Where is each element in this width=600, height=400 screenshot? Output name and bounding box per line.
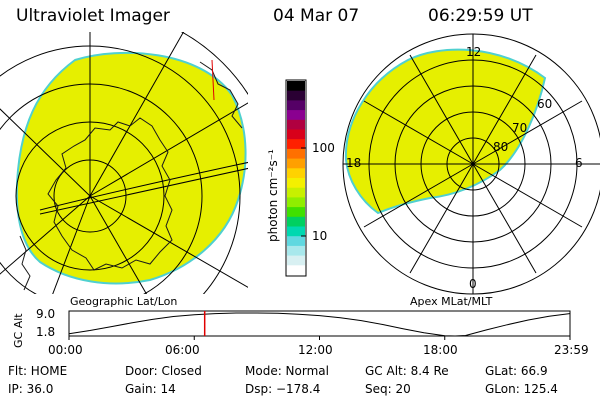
colorbar-band [287,216,305,228]
status-door: Door: Closed [125,364,202,378]
status-dsp: Dsp: −178.4 [245,382,321,396]
aurora-image-left [15,51,247,285]
colorbar-band [287,245,305,257]
colorbar-label-100: 100 [312,141,335,155]
altitude-xtick-3: 18:00 [423,343,458,357]
polar-outer-ring [342,33,600,295]
colorbar-unit-label: photon cm⁻²s⁻¹ [266,149,280,242]
right-panel-caption: Apex MLat/MLT [410,295,493,308]
altitude-xtick-0: 00:00 [48,343,83,357]
altitude-plot [68,310,571,340]
colorbar-band [287,265,305,276]
mlt-label-12: 12 [466,45,482,59]
altitude-frame [68,310,571,337]
date: 04 Mar 07 [273,6,360,26]
altitude-ytick-bottom: 1.8 [36,325,56,339]
colorbar-band [287,226,305,237]
colorbar-band [287,90,305,101]
colorbar [287,81,305,276]
coastline-sw [19,235,31,291]
title: Ultraviolet Imager [16,6,170,26]
altitude-curve [68,312,570,337]
polar-grid [343,34,600,294]
coastline [47,117,173,271]
colorbar-band [287,139,305,150]
colorbar-band [287,168,305,179]
altitude-xtick-4: 23:59 [554,343,589,357]
colorbar-label-10: 10 [312,229,328,243]
status-ip: IP: 36.0 [8,382,54,396]
geographic-map [0,32,248,294]
mlat-label-80: 80 [493,140,509,154]
colorbar-band [287,100,305,111]
colorbar-band [287,81,305,92]
colorbar-band [287,129,305,140]
altitude-xtick-1: 06:00 [165,343,200,357]
status-gain: Gain: 14 [125,382,176,396]
status-gc-alt: GC Alt: 8.4 Re [365,364,449,378]
status-glon: GLon: 125.4 [485,382,558,396]
status-seq: Seq: 20 [365,382,411,396]
mlt-label-18: 18 [346,156,362,170]
colorbar-band [287,236,305,247]
colorbar-band [287,207,305,218]
mlat-label-70: 70 [512,121,528,135]
polar-plot [342,33,600,295]
status-glat: GLat: 66.9 [485,364,548,378]
colorbar-band [287,197,305,208]
colorbar-band [287,158,305,169]
dateline-marker [211,59,215,101]
meridians [0,32,248,294]
colorbar-band [287,119,305,131]
left-panel-caption: Geographic Lat/Lon [70,295,178,308]
terminator-line-2 [39,167,248,215]
mlt-label-0: 0 [469,277,477,291]
terminator-line [39,161,248,211]
colorbar-band [287,255,305,266]
colorbar-band [287,148,305,160]
altitude-x-ticks [68,336,571,340]
colorbar-band [287,187,305,198]
colorbar-band [287,178,305,189]
mlt-label-6: 6 [575,156,583,170]
ut-time: 06:29:59 UT [428,6,533,26]
colorbar-frame [285,79,307,277]
altitude-xtick-2: 12:00 [298,343,333,357]
colorbar-band [287,110,305,121]
altitude-ylabel: GC Alt [12,313,25,348]
altitude-ytick-top: 9.0 [36,307,56,321]
status-flight: Flt: HOME [8,364,68,378]
status-mode: Mode: Normal [245,364,329,378]
mlat-label-60: 60 [537,97,553,111]
